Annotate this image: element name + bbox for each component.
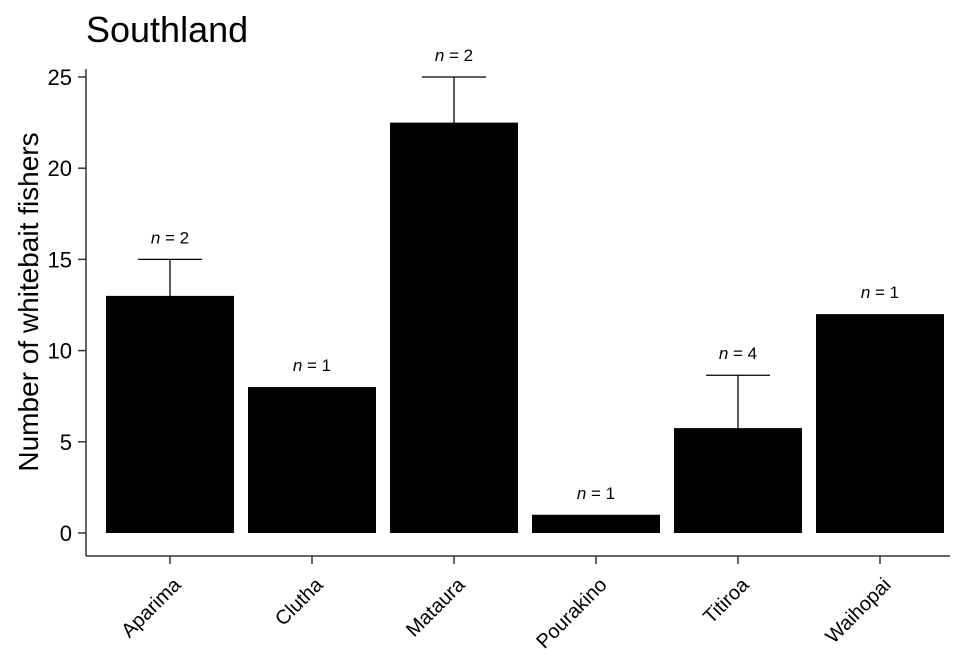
y-tick-label: 0: [60, 521, 72, 546]
sample-size-label: n = 4: [719, 344, 757, 363]
y-tick-label: 10: [48, 339, 72, 364]
sample-size-label: n = 1: [293, 356, 331, 375]
y-tick-labels: 0 5 10 15 20 25: [48, 65, 72, 546]
x-tick-label: Titiroa: [699, 573, 754, 628]
sample-size-labels: n = 2 n = 1 n = 2 n = 1 n = 4 n = 1: [151, 46, 899, 503]
bar-aparima: [106, 295, 234, 533]
x-tick-labels: Aparima Clutha Mataura Pourakino Titiroa Waih…: [117, 573, 895, 653]
y-tick-label: 15: [48, 247, 72, 272]
y-tick-label: 5: [60, 430, 72, 455]
bar-mataura: [390, 122, 518, 533]
y-axis-label: Number of whitebait fishers: [13, 132, 44, 471]
bars: [106, 122, 944, 533]
y-tick-label: 25: [48, 65, 72, 90]
x-tick-label: Aparima: [117, 573, 186, 642]
x-tick-label: Mataura: [402, 573, 470, 641]
error-bars: [138, 76, 770, 429]
x-tick-label: Waihopai: [822, 574, 896, 648]
bar-pourakino: [532, 514, 660, 533]
x-tick-label: Clutha: [271, 573, 328, 630]
sample-size-label: n = 1: [861, 283, 899, 302]
sample-size-label: n = 1: [577, 484, 615, 503]
bar-waihopai: [816, 314, 944, 533]
sample-size-label: n = 2: [435, 46, 473, 65]
axes: [78, 69, 950, 564]
chart-title: Southland: [86, 9, 248, 50]
bar-titiroa: [674, 428, 802, 533]
x-tick-label: Pourakino: [532, 574, 611, 653]
bar-clutha: [248, 387, 376, 533]
sample-size-label: n = 2: [151, 228, 189, 247]
y-tick-label: 20: [48, 156, 72, 181]
